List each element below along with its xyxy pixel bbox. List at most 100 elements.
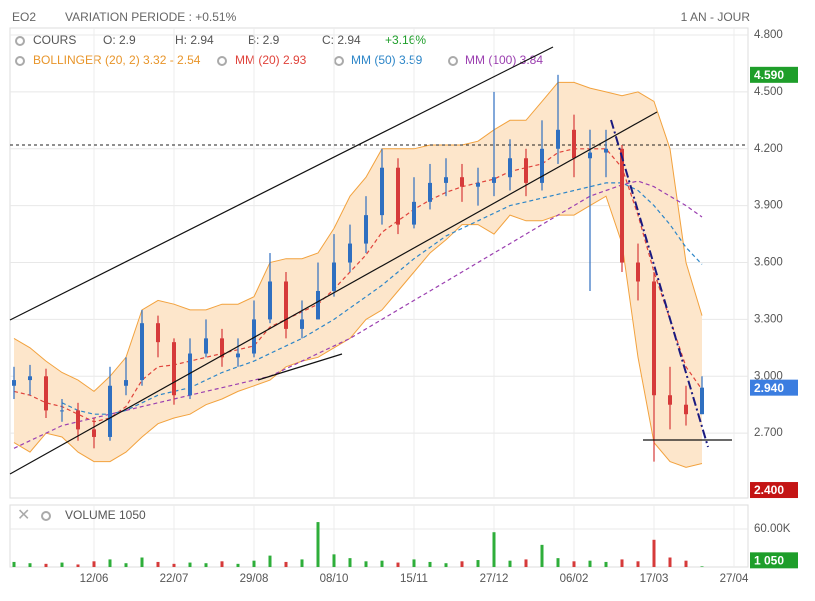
volume-legend: ✕ VOLUME 1050 xyxy=(17,507,146,524)
candle-body xyxy=(220,338,224,358)
candle-body xyxy=(44,376,48,411)
candle-body xyxy=(684,404,688,415)
volume-bar xyxy=(588,560,592,567)
volume-bar xyxy=(252,560,256,567)
candle-body xyxy=(524,158,528,183)
legend-high: H: 2.94 xyxy=(175,33,214,47)
period[interactable]: 1 AN - JOUR xyxy=(681,10,751,24)
candle-body xyxy=(300,319,304,329)
legend: COURS O: 2.9 H: 2.94 B: 2.9 C: 2.94 +3.1… xyxy=(15,33,543,67)
moving-average xyxy=(61,182,703,415)
volume-bar xyxy=(524,559,528,567)
volume-marker-label: 1 050 xyxy=(754,554,784,568)
candle-body xyxy=(412,201,416,225)
price-marker xyxy=(750,66,798,83)
volume-bar xyxy=(492,532,496,567)
volume-bar xyxy=(444,563,448,567)
volume-bar xyxy=(380,560,384,567)
gear-icon[interactable] xyxy=(15,56,25,66)
candle-body xyxy=(236,353,240,358)
volume-bar xyxy=(460,561,464,567)
bollinger-area xyxy=(14,82,702,468)
y-tick-label: 60.00K xyxy=(754,523,791,535)
volume-bar xyxy=(28,563,32,567)
volume-bar xyxy=(300,559,304,567)
x-tick-label: 12/06 xyxy=(80,573,109,585)
volume-bar xyxy=(92,561,96,567)
gear-icon[interactable] xyxy=(15,36,25,46)
legend-mm100: MM (100) 3.84 xyxy=(465,53,543,67)
trend-line xyxy=(610,119,709,448)
trend-line xyxy=(9,46,554,321)
volume-bar xyxy=(316,522,320,567)
volume-bar xyxy=(572,561,576,567)
volume-bar xyxy=(556,558,560,567)
candle-body xyxy=(492,177,496,183)
candle-body xyxy=(444,177,448,183)
close-icon[interactable]: ✕ xyxy=(17,507,30,524)
volume-bar xyxy=(428,561,432,567)
candle-body xyxy=(364,215,368,244)
volume-bar xyxy=(412,559,416,567)
volume-bar xyxy=(220,561,224,567)
candle-body xyxy=(652,281,656,396)
volume-bar xyxy=(620,559,624,567)
x-tick-label: 08/10 xyxy=(320,573,349,585)
gear-icon[interactable] xyxy=(217,56,227,66)
y-tick-label: 3.300 xyxy=(754,313,783,325)
x-tick-label: 27/12 xyxy=(480,573,509,585)
candle-body xyxy=(380,167,384,216)
volume-bar xyxy=(60,562,64,567)
trend-line xyxy=(9,111,658,475)
candle-body xyxy=(460,177,464,187)
x-tick-label: 17/03 xyxy=(640,573,669,585)
x-tick-label: 22/07 xyxy=(160,573,189,585)
x-tick-label: 15/11 xyxy=(400,573,428,585)
legend-change: +3.16% xyxy=(385,33,426,47)
legend-mm50: MM (50) 3.59 xyxy=(351,53,423,67)
symbol: EO2 xyxy=(12,10,36,24)
x-tick-label: 29/08 xyxy=(240,573,269,585)
legend-bollinger: BOLLINGER (20, 2) 3.32 - 2.54 xyxy=(33,53,201,67)
candle-body xyxy=(188,353,192,396)
candle-body xyxy=(108,385,112,437)
candle-body xyxy=(60,410,64,412)
candle-body xyxy=(476,182,480,187)
candle-body xyxy=(428,182,432,202)
candle-body xyxy=(268,281,272,320)
candle-body xyxy=(604,148,608,153)
plot-area: 2.700 3.000 3.300 3.600 3.900 4.200 4.500 4.800… xyxy=(9,27,791,585)
bollinger-upper xyxy=(13,81,703,393)
legend-low: B: 2.9 xyxy=(248,33,280,47)
price-marker xyxy=(750,379,798,396)
volume-bar xyxy=(140,557,144,567)
volume-bar xyxy=(156,561,160,567)
y-tick-label: 4.200 xyxy=(754,143,783,155)
volume-bar xyxy=(12,561,16,567)
candle-body xyxy=(252,319,256,354)
candle-body xyxy=(396,167,400,225)
gear-icon[interactable] xyxy=(334,56,344,66)
y-tick-label: 3.000 xyxy=(754,370,783,382)
gear-icon[interactable] xyxy=(448,56,458,66)
y-tick-label: 2.700 xyxy=(754,427,783,439)
volume-bar xyxy=(540,544,544,567)
legend-open: O: 2.9 xyxy=(103,33,136,47)
candle-body xyxy=(572,129,576,159)
variation: VARIATION PERIODE : +0.51% xyxy=(65,10,237,24)
volume-bar xyxy=(268,555,272,567)
volume-bar xyxy=(508,560,512,567)
legend-close: C: 2.94 xyxy=(322,33,361,47)
gear-icon[interactable] xyxy=(41,511,51,521)
candle-body xyxy=(204,338,208,354)
volume-bar xyxy=(284,561,288,567)
candle-body xyxy=(620,148,624,263)
volume-bar xyxy=(364,561,368,567)
candle-body xyxy=(12,380,16,386)
volume-bar xyxy=(172,563,176,567)
volume-bar xyxy=(76,564,80,567)
volume-bar xyxy=(604,561,608,567)
legend-mm20: MM (20) 2.93 xyxy=(235,53,307,67)
volume-bar xyxy=(668,557,672,567)
